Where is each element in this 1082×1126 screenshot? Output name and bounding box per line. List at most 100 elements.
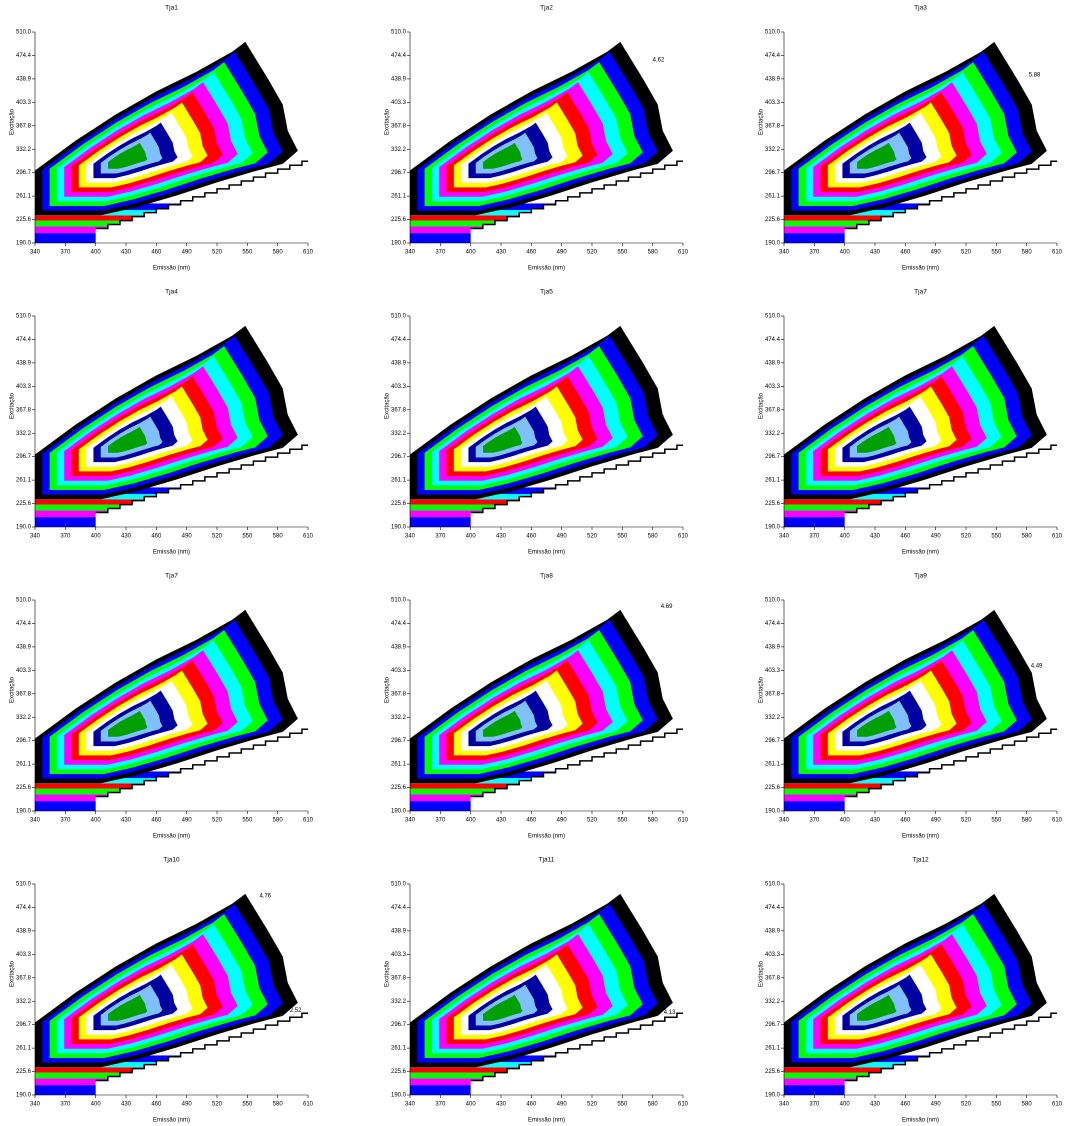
y-tick-label: 332.2 bbox=[391, 147, 407, 153]
x-tick-label: 340 bbox=[30, 818, 41, 824]
contour-level bbox=[857, 426, 897, 453]
x-tick-label: 370 bbox=[60, 818, 71, 824]
x-tick-label: 490 bbox=[182, 818, 193, 824]
y-tick-label: 332.2 bbox=[765, 431, 781, 437]
y-tick-label: 296.7 bbox=[16, 170, 32, 176]
y-tick-label: 367.8 bbox=[16, 691, 32, 697]
y-axis-label: Excitação bbox=[759, 960, 765, 987]
y-tick-label: 403.3 bbox=[765, 668, 781, 674]
x-tick-label: 460 bbox=[900, 818, 911, 824]
x-tick-label: 400 bbox=[466, 250, 477, 256]
x-tick-label: 460 bbox=[526, 250, 537, 256]
scatter-line bbox=[95, 444, 308, 514]
x-tick-label: 550 bbox=[617, 250, 628, 256]
scatter-region bbox=[844, 445, 1057, 527]
y-tick-label: 474.4 bbox=[765, 905, 781, 911]
scatter-region bbox=[95, 445, 308, 527]
y-tick-label: 367.8 bbox=[16, 975, 32, 981]
y-tick-label: 403.3 bbox=[765, 952, 781, 958]
contour-level bbox=[483, 710, 523, 737]
y-tick-label: 510.0 bbox=[765, 598, 781, 604]
plot-area bbox=[35, 41, 308, 243]
y-tick-label: 438.9 bbox=[391, 928, 407, 934]
y-tick-label: 403.3 bbox=[16, 668, 32, 674]
x-tick-label: 490 bbox=[931, 250, 942, 256]
y-tick-label: 190.0 bbox=[16, 1093, 32, 1099]
y-tick-label: 403.3 bbox=[391, 384, 407, 390]
y-tick-label: 332.2 bbox=[391, 431, 407, 437]
chart-title: Tja12 bbox=[912, 857, 929, 864]
y-tick-label: 296.7 bbox=[391, 1022, 407, 1028]
x-tick-label: 400 bbox=[840, 1102, 851, 1108]
y-tick-label: 296.7 bbox=[16, 738, 32, 744]
y-tick-label: 367.8 bbox=[391, 123, 407, 129]
panel: 190.0 225.6 261.1 296.7 332.2 367.8 403.3 438.9… bbox=[10, 5, 314, 272]
x-tick-label: 520 bbox=[961, 818, 972, 824]
x-tick-label: 430 bbox=[121, 818, 132, 824]
x-tick-label: 460 bbox=[151, 534, 162, 540]
x-tick-label: 610 bbox=[678, 1102, 689, 1108]
chart-title: Tja1 bbox=[165, 5, 178, 12]
plot-area bbox=[410, 609, 683, 811]
scatter-region bbox=[95, 1013, 308, 1095]
x-tick-label: 550 bbox=[242, 534, 253, 540]
y-tick-label: 510.0 bbox=[391, 882, 407, 888]
x-tick-label: 400 bbox=[91, 534, 102, 540]
y-tick-label: 261.1 bbox=[16, 478, 32, 484]
x-tick-label: 490 bbox=[931, 818, 942, 824]
x-tick-label: 430 bbox=[870, 250, 881, 256]
chart-title: Tja11 bbox=[539, 857, 555, 864]
x-tick-label: 490 bbox=[557, 1102, 568, 1108]
y-axis-label: Excitação bbox=[385, 108, 391, 135]
y-tick-label: 190.0 bbox=[765, 241, 781, 247]
x-tick-label: 580 bbox=[648, 250, 659, 256]
y-tick-label: 438.9 bbox=[765, 360, 781, 366]
y-axis-label: Excitação bbox=[10, 960, 16, 987]
x-tick-label: 400 bbox=[840, 818, 851, 824]
y-tick-label: 403.3 bbox=[765, 384, 781, 390]
x-tick-label: 610 bbox=[1052, 1102, 1063, 1108]
scatter-region bbox=[844, 161, 1057, 243]
x-tick-label: 610 bbox=[1052, 534, 1063, 540]
y-tick-label: 190.0 bbox=[765, 809, 781, 815]
x-tick-label: 580 bbox=[273, 818, 284, 824]
x-axis-label: Emissão (nm) bbox=[528, 1118, 565, 1124]
contour-level bbox=[108, 994, 148, 1021]
y-tick-label: 190.0 bbox=[765, 525, 781, 531]
x-tick-label: 610 bbox=[678, 250, 689, 256]
plot-area bbox=[35, 893, 308, 1095]
plot-area bbox=[410, 41, 683, 243]
y-tick-label: 225.6 bbox=[765, 501, 781, 507]
scatter-region bbox=[95, 729, 308, 811]
x-tick-label: 430 bbox=[870, 1102, 881, 1108]
y-tick-label: 367.8 bbox=[765, 407, 781, 413]
x-tick-label: 400 bbox=[91, 1102, 102, 1108]
x-tick-label: 490 bbox=[931, 1102, 942, 1108]
x-tick-label: 370 bbox=[435, 250, 446, 256]
x-tick-label: 610 bbox=[678, 534, 689, 540]
y-tick-label: 296.7 bbox=[765, 170, 781, 176]
y-tick-label: 225.6 bbox=[16, 785, 32, 791]
x-tick-label: 460 bbox=[900, 1102, 911, 1108]
x-tick-label: 520 bbox=[212, 250, 223, 256]
x-tick-label: 370 bbox=[435, 534, 446, 540]
plot-area bbox=[35, 609, 308, 811]
y-axis-label: Excitação bbox=[385, 392, 391, 419]
x-tick-label: 550 bbox=[617, 818, 628, 824]
y-tick-label: 190.0 bbox=[765, 1093, 781, 1099]
x-tick-label: 520 bbox=[212, 534, 223, 540]
scatter-line bbox=[470, 1012, 683, 1082]
x-axis-label: Emissão (nm) bbox=[528, 834, 565, 840]
x-tick-label: 580 bbox=[648, 1102, 659, 1108]
x-tick-label: 400 bbox=[91, 818, 102, 824]
y-tick-label: 261.1 bbox=[765, 478, 781, 484]
x-tick-label: 580 bbox=[273, 1102, 284, 1108]
scatter-region bbox=[470, 161, 683, 243]
x-tick-label: 340 bbox=[405, 818, 416, 824]
y-axis-label: Excitação bbox=[10, 676, 16, 703]
x-tick-label: 400 bbox=[466, 818, 477, 824]
x-tick-label: 490 bbox=[557, 250, 568, 256]
y-tick-label: 438.9 bbox=[16, 76, 32, 82]
x-axis-label: Emissão (nm) bbox=[153, 834, 190, 840]
